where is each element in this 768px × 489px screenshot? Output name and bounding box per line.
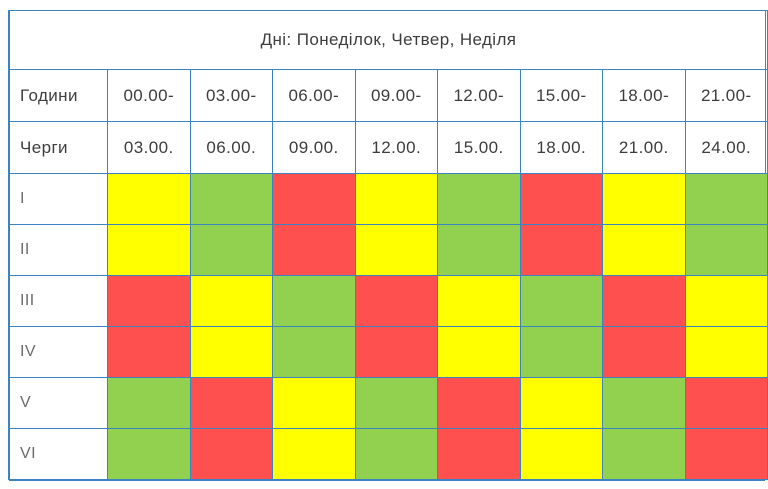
slot-cell-yellow	[519, 377, 603, 429]
queues-header-row: Черги 03.00. 06.00. 09.00. 12.00. 15.00. 18.0…	[9, 121, 768, 174]
slot-cell-yellow	[189, 326, 273, 378]
time-start-cell: 03.00-	[189, 69, 273, 122]
time-end-cell: 24.00.	[684, 121, 768, 174]
title-row: Дні: Понеділок, Четвер, Неділя	[8, 10, 768, 70]
slot-cell-green	[272, 275, 356, 327]
slot-cell-red	[189, 428, 273, 480]
queue-label: I	[9, 173, 108, 225]
queue-row: VI	[9, 428, 768, 480]
slot-cell-red	[602, 275, 686, 327]
slot-cell-green	[354, 428, 438, 480]
time-start-cell: 00.00-	[107, 69, 191, 122]
slot-cell-green	[684, 173, 768, 225]
slot-cell-yellow	[437, 326, 521, 378]
slot-cell-green	[189, 224, 273, 276]
slot-cell-red	[272, 173, 356, 225]
time-end-cell: 21.00.	[602, 121, 686, 174]
slot-cell-yellow	[519, 428, 603, 480]
slot-cell-yellow	[437, 275, 521, 327]
slot-cell-green	[272, 326, 356, 378]
queue-row: I	[9, 173, 768, 225]
slot-cell-yellow	[189, 275, 273, 327]
time-end-cell: 18.00.	[519, 121, 603, 174]
queue-row: II	[9, 224, 768, 276]
slot-cell-red	[354, 275, 438, 327]
slot-cell-green	[602, 377, 686, 429]
queues-label: Черги	[9, 121, 108, 174]
queue-label: V	[9, 377, 108, 429]
hours-label: Години	[9, 69, 108, 122]
slot-cell-red	[684, 428, 768, 480]
queue-row: V	[9, 377, 768, 429]
slot-cell-red	[107, 275, 191, 327]
slot-cell-red	[189, 377, 273, 429]
time-start-cell: 06.00-	[272, 69, 356, 122]
slot-cell-yellow	[684, 275, 768, 327]
bottom-divider	[9, 480, 765, 489]
time-start-cell: 12.00-	[437, 69, 521, 122]
time-end-cell: 09.00.	[272, 121, 356, 174]
slot-cell-red	[107, 326, 191, 378]
slot-cell-red	[519, 224, 603, 276]
slot-cell-green	[354, 377, 438, 429]
slot-cell-red	[602, 326, 686, 378]
slot-cell-green	[519, 326, 603, 378]
time-end-cell: 06.00.	[189, 121, 273, 174]
slot-cell-green	[107, 428, 191, 480]
queue-label: VI	[9, 428, 108, 480]
slot-cell-yellow	[107, 173, 191, 225]
slot-cell-green	[519, 275, 603, 327]
slot-cell-green	[189, 173, 273, 225]
queue-row: III	[9, 275, 768, 327]
time-end-cell: 12.00.	[354, 121, 438, 174]
slot-cell-yellow	[602, 173, 686, 225]
slot-cell-yellow	[107, 224, 191, 276]
queue-label: II	[9, 224, 108, 276]
schedule-container: Дні: Понеділок, Четвер, Неділя Години 00…	[8, 10, 768, 481]
time-end-cell: 03.00.	[107, 121, 191, 174]
time-start-cell: 09.00-	[354, 69, 438, 122]
slot-cell-red	[684, 377, 768, 429]
slot-cell-red	[437, 377, 521, 429]
slot-cell-yellow	[272, 428, 356, 480]
slot-cell-green	[602, 428, 686, 480]
slot-cell-green	[437, 173, 521, 225]
slot-cell-green	[684, 224, 768, 276]
time-start-cell: 15.00-	[519, 69, 603, 122]
slot-cell-red	[272, 224, 356, 276]
time-end-cell: 15.00.	[437, 121, 521, 174]
schedule-table: Дні: Понеділок, Четвер, Неділя Години 00…	[8, 10, 768, 480]
slot-cell-red	[354, 326, 438, 378]
slot-cell-yellow	[602, 224, 686, 276]
slot-cell-red	[437, 428, 521, 480]
slot-cell-yellow	[272, 377, 356, 429]
slot-cell-yellow	[354, 224, 438, 276]
slot-cell-green	[437, 224, 521, 276]
queue-row: IV	[9, 326, 768, 378]
time-start-cell: 21.00-	[684, 69, 768, 122]
time-start-cell: 18.00-	[602, 69, 686, 122]
slot-cell-yellow	[354, 173, 438, 225]
queue-label: III	[9, 275, 108, 327]
schedule-title: Дні: Понеділок, Четвер, Неділя	[8, 10, 768, 70]
slot-cell-yellow	[684, 326, 768, 378]
hours-row: Години 00.00- 03.00- 06.00- 09.00- 12.00- 15.…	[9, 69, 768, 122]
slot-cell-red	[519, 173, 603, 225]
slot-cell-green	[107, 377, 191, 429]
queue-label: IV	[9, 326, 108, 378]
